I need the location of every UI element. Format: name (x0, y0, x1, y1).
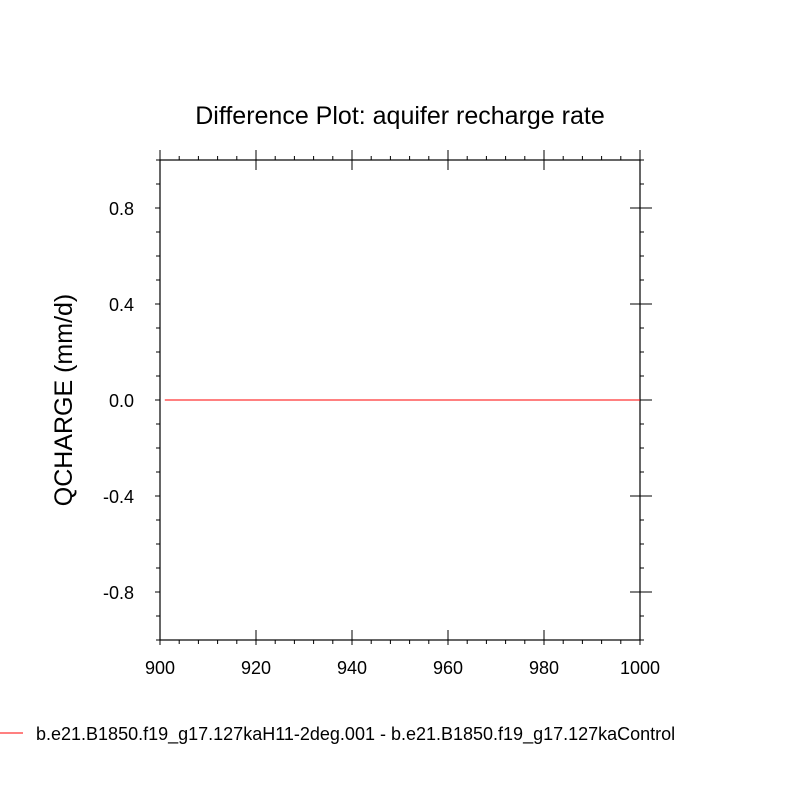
y-tick-label: 0.8 (109, 199, 134, 219)
x-tick-label: 940 (337, 658, 367, 678)
x-tick-label: 960 (433, 658, 463, 678)
y-tick-label: 0.0 (109, 391, 134, 411)
x-tick-label: 1000 (620, 658, 660, 678)
axis-ticks (155, 150, 652, 645)
y-tick-label: -0.8 (103, 583, 134, 603)
x-tick-label: 980 (529, 658, 559, 678)
x-tick-label: 920 (241, 658, 271, 678)
x-tick-label: 900 (145, 658, 175, 678)
axis-tick-labels: 900 920 940 960 980 1000 -0.8 -0.4 0.0 0.4 0.8 (103, 199, 660, 678)
y-axis-label: QCHARGE (mm/d) (50, 294, 78, 507)
y-tick-label: 0.4 (109, 295, 134, 315)
legend-label: b.e21.B1850.f19_g17.127kaH11-2deg.001 - … (36, 724, 675, 745)
y-tick-label: -0.4 (103, 487, 134, 507)
legend: b.e21.B1850.f19_g17.127kaH11-2deg.001 - … (0, 724, 675, 745)
chart-title: Difference Plot: aquifer recharge rate (195, 102, 605, 130)
